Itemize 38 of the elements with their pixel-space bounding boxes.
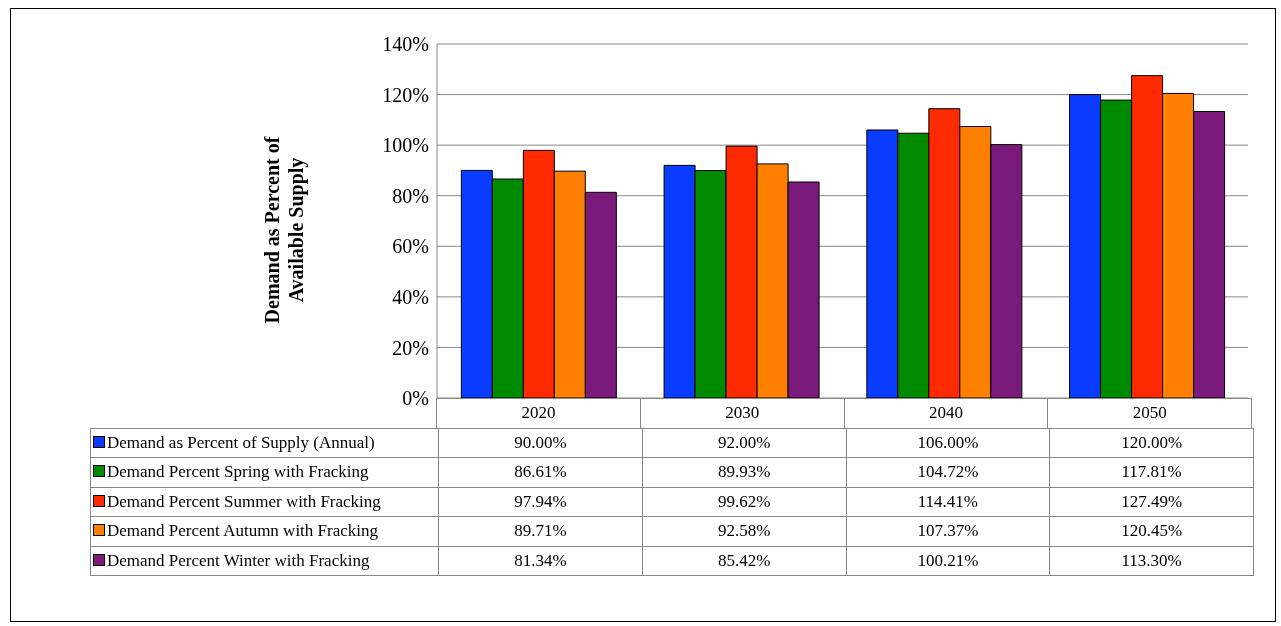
data-label: 99.62% <box>642 487 846 517</box>
legend-label: Demand Percent Autumn with Fracking <box>90 516 439 546</box>
data-label: 120.00% <box>1049 428 1254 458</box>
data-label: 81.34% <box>438 546 643 576</box>
data-label: 89.71% <box>438 516 643 546</box>
legend-label: Demand Percent Summer with Fracking <box>90 487 439 517</box>
data-label: 107.37% <box>846 516 1050 546</box>
x-tick-label: 2020 <box>436 398 641 428</box>
data-label: 120.45% <box>1049 516 1254 546</box>
legend-label: Demand as Percent of Supply (Annual) <box>90 428 439 458</box>
y-axis-title: Demand as Percent of Available Supply <box>261 136 308 324</box>
data-label: 89.93% <box>642 457 846 487</box>
data-label: 114.41% <box>846 487 1050 517</box>
data-label: 92.58% <box>642 516 846 546</box>
data-label: 97.94% <box>438 487 643 517</box>
data-label: 106.00% <box>846 428 1050 458</box>
y-tick-label: 60% <box>392 235 429 258</box>
data-label: 127.49% <box>1049 487 1254 517</box>
data-label: 85.42% <box>642 546 846 576</box>
y-tick-label: 20% <box>392 336 429 359</box>
y-tick-label: 140% <box>382 33 429 56</box>
x-tick-label: 2050 <box>1047 398 1252 428</box>
data-label: 100.21% <box>846 546 1050 576</box>
data-label: 86.61% <box>438 457 643 487</box>
y-tick-label: 80% <box>392 184 429 207</box>
y-tick-label: 120% <box>382 83 429 106</box>
data-label: 104.72% <box>846 457 1050 487</box>
y-tick-label: 100% <box>382 134 429 157</box>
y-tick-label: 0% <box>402 387 429 410</box>
data-label: 90.00% <box>438 428 643 458</box>
x-tick-label: 2040 <box>844 398 1048 428</box>
legend-label: Demand Percent Winter with Fracking <box>90 546 439 576</box>
data-label: 117.81% <box>1049 457 1254 487</box>
x-tick-label: 2030 <box>640 398 844 428</box>
legend-label: Demand Percent Spring with Fracking <box>90 457 439 487</box>
data-label: 92.00% <box>642 428 846 458</box>
data-label: 113.30% <box>1049 546 1254 576</box>
y-tick-label: 40% <box>392 285 429 308</box>
